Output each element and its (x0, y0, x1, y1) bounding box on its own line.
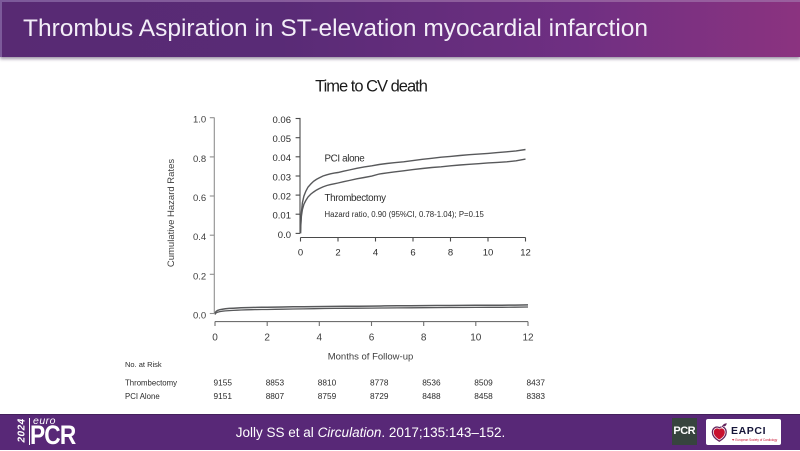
svg-text:2: 2 (335, 248, 340, 259)
svg-text:9151: 9151 (214, 391, 233, 401)
svg-text:Hazard ratio, 0.90 (95%CI, 0.7: Hazard ratio, 0.90 (95%CI, 0.78-1.04); P… (325, 210, 485, 219)
svg-text:0: 0 (298, 248, 303, 259)
svg-text:0.01: 0.01 (273, 211, 292, 222)
svg-text:6: 6 (369, 333, 375, 344)
svg-text:8778: 8778 (370, 378, 389, 388)
svg-text:0.02: 0.02 (273, 192, 292, 203)
svg-text:0.04: 0.04 (273, 153, 292, 164)
svg-text:8807: 8807 (266, 391, 285, 401)
svg-text:6: 6 (410, 248, 415, 259)
svg-text:0.4: 0.4 (193, 232, 206, 243)
svg-text:No. at Risk: No. at Risk (125, 360, 162, 369)
svg-text:0.06: 0.06 (273, 115, 292, 126)
svg-text:1.0: 1.0 (193, 115, 206, 126)
svg-text:8729: 8729 (370, 391, 389, 401)
svg-text:0.05: 0.05 (273, 134, 292, 145)
svg-text:Cumulative Hazard Rates: Cumulative Hazard Rates (166, 159, 177, 267)
svg-text:2: 2 (264, 333, 270, 344)
svg-text:4: 4 (373, 248, 378, 259)
svg-text:0.0: 0.0 (278, 230, 291, 241)
svg-text:0: 0 (212, 333, 218, 344)
svg-text:Time to CV death: Time to CV death (315, 78, 428, 96)
svg-text:4: 4 (317, 333, 323, 344)
svg-text:8853: 8853 (266, 378, 285, 388)
svg-text:0.0: 0.0 (193, 311, 206, 322)
svg-text:8383: 8383 (527, 391, 546, 401)
svg-text:8: 8 (421, 333, 427, 344)
svg-text:0.8: 0.8 (193, 154, 206, 165)
svg-text:8488: 8488 (422, 391, 441, 401)
svg-text:8458: 8458 (474, 391, 493, 401)
svg-text:8437: 8437 (527, 378, 546, 388)
svg-text:8759: 8759 (318, 391, 337, 401)
svg-text:12: 12 (522, 333, 534, 344)
svg-text:8810: 8810 (318, 378, 337, 388)
svg-text:12: 12 (520, 248, 531, 259)
svg-text:Months of Follow-up: Months of Follow-up (328, 352, 414, 363)
svg-text:0.03: 0.03 (273, 172, 292, 183)
svg-text:8: 8 (448, 248, 453, 259)
svg-text:PCI Alone: PCI Alone (125, 392, 160, 401)
svg-text:Thrombectomy: Thrombectomy (125, 379, 177, 388)
svg-text:10: 10 (470, 333, 482, 344)
svg-text:10: 10 (483, 248, 494, 259)
svg-text:PCI alone: PCI alone (325, 154, 366, 165)
svg-text:9155: 9155 (214, 378, 233, 388)
svg-text:Thrombectomy: Thrombectomy (325, 193, 387, 204)
svg-text:0.2: 0.2 (193, 271, 206, 282)
svg-text:8536: 8536 (422, 378, 441, 388)
svg-text:8509: 8509 (474, 378, 493, 388)
svg-text:0.6: 0.6 (193, 193, 206, 204)
